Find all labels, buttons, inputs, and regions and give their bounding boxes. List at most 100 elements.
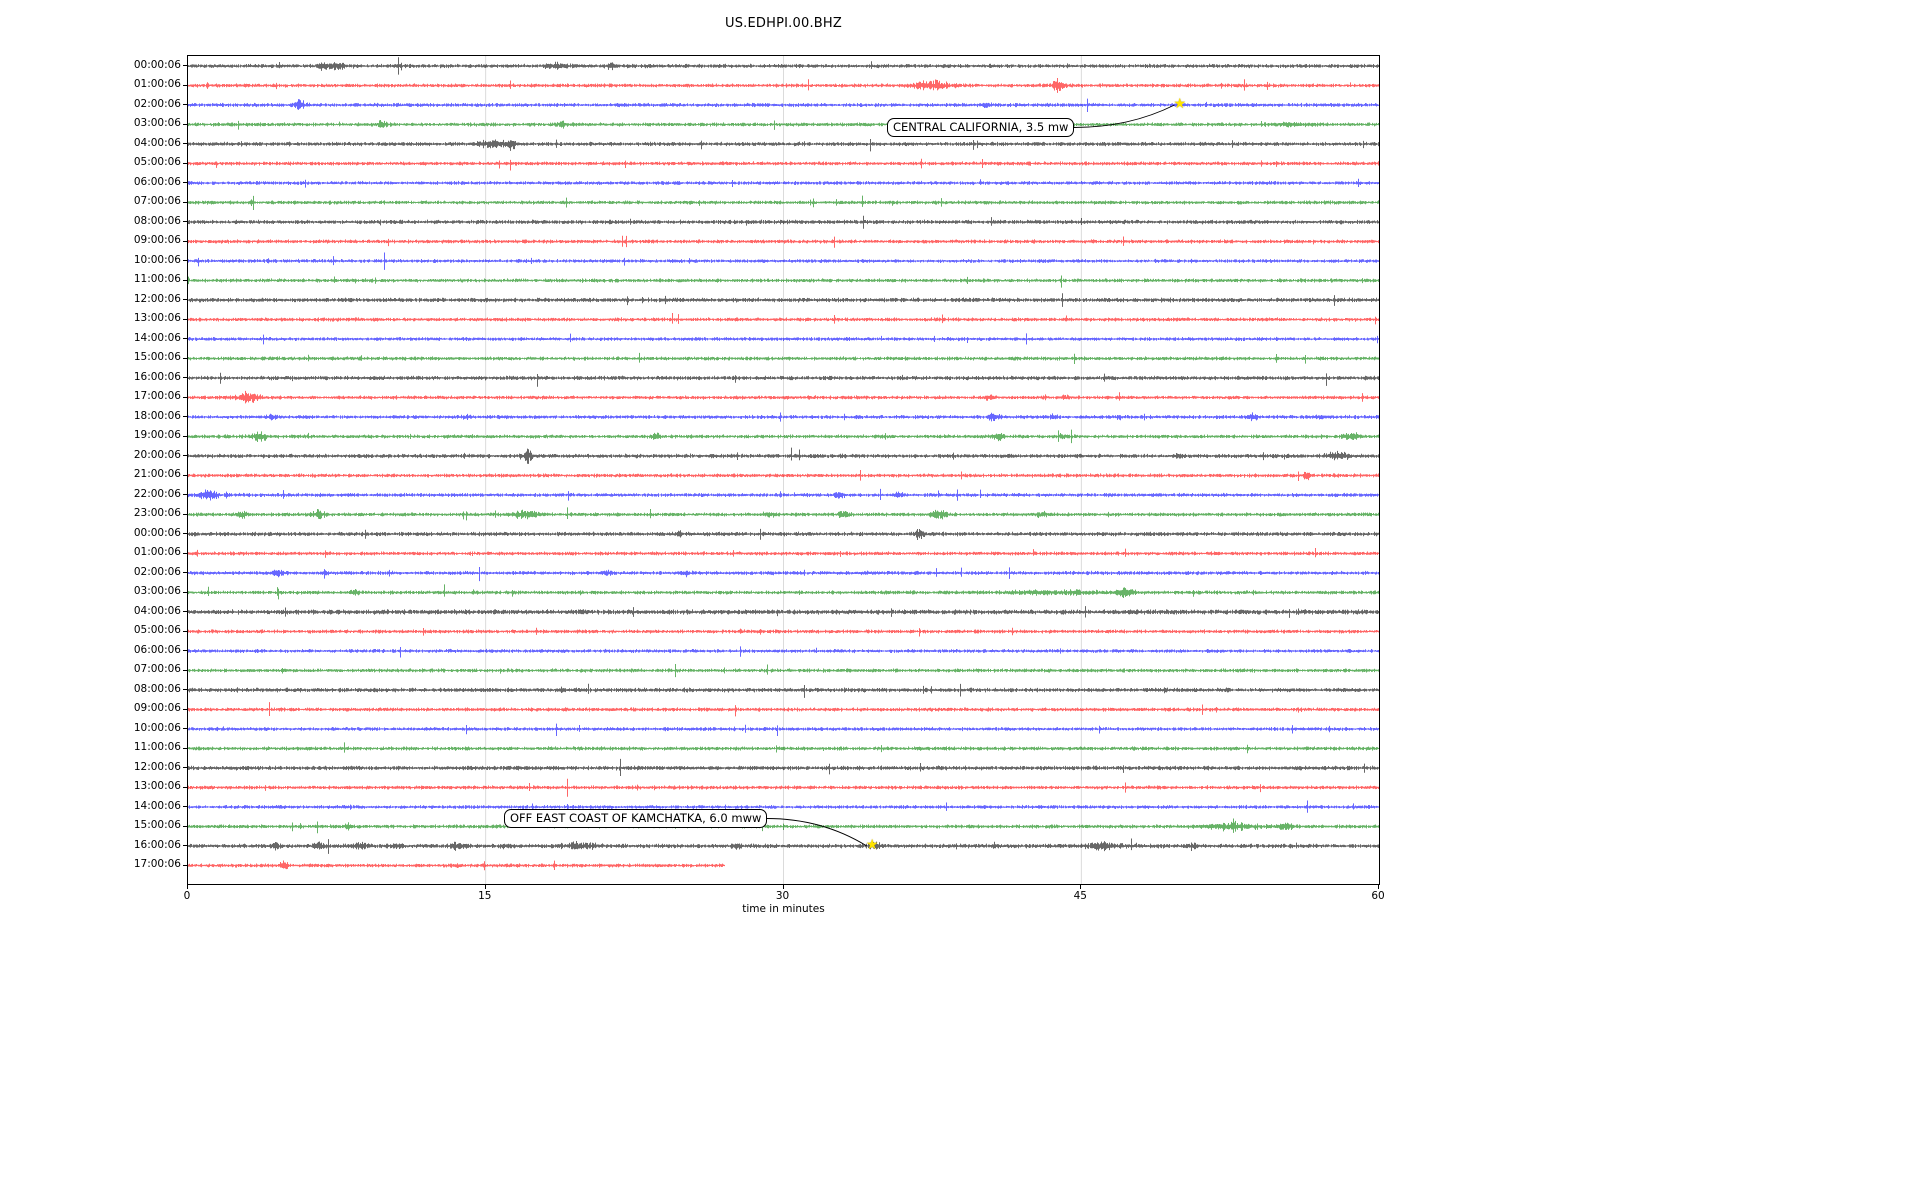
y-axis-label: 16:00:06: [133, 838, 181, 851]
y-axis-label: 01:00:06: [133, 78, 181, 90]
plot-title: US.EDHPI.00.BHZ: [725, 16, 842, 31]
x-axis-tick: [782, 885, 784, 889]
y-axis-tick: [183, 474, 187, 476]
x-axis-tick-label: 60: [1371, 890, 1385, 902]
y-axis-tick: [183, 318, 187, 320]
y-axis-tick: [183, 689, 187, 690]
y-axis-tick: [183, 669, 187, 671]
y-axis-label: 05:00:06: [133, 156, 181, 168]
y-axis-label: 23:00:06: [133, 507, 181, 519]
y-axis-label: 15:00:06: [133, 819, 181, 831]
y-axis-label: 22:00:06: [133, 487, 181, 500]
event-annotation: CENTRAL CALIFORNIA, 3.5 mw: [887, 118, 1075, 137]
y-axis-label: 00:00:06: [133, 526, 181, 539]
y-axis-label: 08:00:06: [133, 214, 181, 227]
y-axis-label: 05:00:06: [133, 624, 181, 636]
y-axis-label: 11:00:06: [133, 741, 181, 753]
y-axis-label: 01:00:06: [133, 546, 181, 558]
y-axis-label: 02:00:06: [133, 97, 181, 110]
y-axis-label: 10:00:06: [133, 721, 181, 734]
y-axis-tick: [183, 786, 187, 788]
event-annotation: OFF EAST COAST OF KAMCHATKA, 6.0 mww: [504, 809, 768, 828]
y-axis-label: 17:00:06: [133, 390, 181, 402]
y-axis-tick: [183, 104, 187, 105]
x-axis-tick: [1378, 885, 1379, 889]
y-axis-tick: [183, 338, 187, 339]
y-axis-tick: [183, 182, 187, 183]
y-axis-label: 18:00:06: [133, 409, 181, 422]
plot-area: CENTRAL CALIFORNIA, 3.5 mw ★ OFF EAST COAS…: [187, 55, 1380, 885]
y-axis-label: 04:00:06: [133, 604, 181, 617]
y-axis-tick: [183, 806, 187, 807]
y-axis-label: 07:00:06: [133, 663, 181, 675]
y-axis-label: 15:00:06: [133, 351, 181, 363]
x-axis-tick-label: 30: [775, 890, 790, 902]
y-axis-tick: [183, 552, 187, 554]
y-axis-label: 16:00:06: [133, 370, 181, 383]
seismogram-canvas: [188, 56, 1379, 884]
y-axis-label: 04:00:06: [133, 136, 181, 149]
event-marker-star-icon: ★: [1173, 96, 1187, 112]
y-axis-tick: [183, 533, 187, 534]
y-axis-tick: [183, 279, 187, 281]
y-axis-tick: [183, 65, 187, 66]
y-axis-tick: [183, 630, 187, 632]
y-axis-tick: [183, 591, 187, 593]
y-axis-label: 13:00:06: [133, 780, 181, 792]
x-axis-tick-label: 15: [478, 890, 492, 902]
y-axis-tick: [183, 728, 187, 729]
y-axis-label: 03:00:06: [133, 585, 181, 597]
y-axis-tick: [183, 650, 187, 651]
y-axis-label: 02:00:06: [133, 565, 181, 578]
y-axis-tick: [183, 221, 187, 222]
y-axis-tick: [183, 84, 187, 86]
y-axis-tick: [183, 825, 187, 827]
y-axis-label: 06:00:06: [133, 643, 181, 656]
y-axis-tick: [183, 143, 187, 144]
y-axis-tick: [183, 260, 187, 261]
y-axis-tick: [183, 845, 187, 846]
event-marker-star-icon: ★: [865, 837, 879, 853]
y-axis-label: 11:00:06: [133, 273, 181, 285]
y-axis-tick: [183, 455, 187, 456]
y-axis-tick: [183, 435, 187, 437]
x-axis-tick: [1080, 885, 1082, 889]
y-axis-label: 09:00:06: [133, 234, 181, 246]
y-axis-tick: [183, 377, 187, 378]
y-axis-label: 00:00:06: [133, 58, 181, 71]
y-axis-tick: [183, 201, 187, 203]
y-axis-tick: [183, 513, 187, 515]
y-axis-label: 21:00:06: [133, 468, 181, 480]
x-axis-tick-label: 45: [1073, 890, 1087, 902]
y-axis-tick: [183, 767, 187, 768]
y-axis-tick: [183, 747, 187, 749]
y-axis-label: 17:00:06: [133, 858, 181, 870]
y-axis-label: 14:00:06: [133, 331, 181, 344]
y-axis-tick: [183, 299, 187, 300]
x-axis-tick-label: 0: [183, 890, 191, 902]
y-axis-tick: [183, 123, 187, 125]
y-axis-tick: [183, 396, 187, 398]
y-axis-tick: [183, 240, 187, 242]
y-axis-label: 12:00:06: [133, 760, 181, 773]
y-axis-tick: [183, 864, 187, 866]
y-axis-tick: [183, 494, 187, 495]
y-axis-label: 03:00:06: [133, 117, 181, 129]
y-axis-label: 13:00:06: [133, 312, 181, 324]
y-axis-tick: [183, 416, 187, 417]
y-axis-label: 12:00:06: [133, 292, 181, 305]
y-axis-tick: [183, 708, 187, 710]
y-axis-label: 07:00:06: [133, 195, 181, 207]
y-axis-tick: [183, 162, 187, 164]
y-axis-label: 20:00:06: [133, 448, 181, 461]
y-axis-label: 19:00:06: [133, 429, 181, 441]
x-axis-tick: [187, 885, 188, 889]
y-axis-label: 06:00:06: [133, 175, 181, 188]
y-axis-label: 08:00:06: [133, 682, 181, 695]
y-axis-tick: [183, 572, 187, 573]
x-axis-tick: [484, 885, 486, 889]
y-axis-label: 14:00:06: [133, 799, 181, 812]
y-axis-tick: [183, 611, 187, 612]
x-axis-title: time in minutes: [742, 903, 825, 915]
